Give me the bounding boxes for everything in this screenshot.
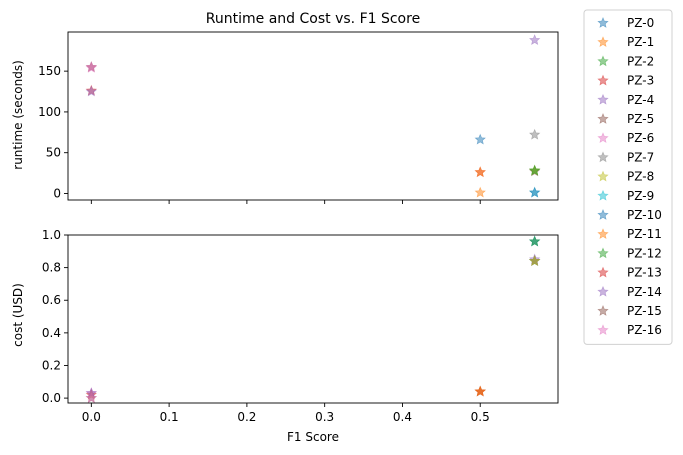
legend-label-pz-0: PZ-0 [627,16,654,30]
cost-point-pz-8 [528,255,541,266]
cost-axis-label: cost (USD) [11,283,25,347]
legend-label-pz-6: PZ-6 [627,131,654,145]
legend-label-pz-5: PZ-5 [627,112,654,126]
legend-marker-pz-3 [597,74,609,86]
legend-marker-pz-14 [597,285,609,297]
legend-label-pz-2: PZ-2 [627,54,654,68]
runtime-axes-frame [67,31,559,201]
runtime-y-tick-label: 50 [46,146,61,160]
legend-label-pz-11: PZ-11 [627,227,662,241]
legend-label-pz-1: PZ-1 [627,35,654,49]
legend-marker-pz-8 [597,170,609,182]
runtime-point-pz-0 [474,133,486,145]
legend-frame [583,9,673,345]
runtime-scatter-panel: 0 50 100 150 [38,31,559,204]
cost-axes-frame [67,234,559,404]
legend: PZ-0 PZ-1 PZ-2 PZ-3 PZ-4 PZ-5 PZ-6 PZ-7 PZ-8 PZ-9… [583,9,673,345]
runtime-y-tick-label: 0 [53,186,61,200]
legend-marker-pz-15 [597,305,609,316]
legend-label-pz-10: PZ-10 [627,208,662,222]
cost-x-tick-label: 0.3 [315,410,334,424]
legend-marker-pz-11 [597,228,609,240]
cost-x-tick-label: 0.5 [471,410,490,424]
cost-x-tick-label: 0.4 [393,410,412,424]
legend-label-pz-8: PZ-8 [627,170,654,184]
legend-label-pz-15: PZ-15 [627,304,662,318]
legend-marker-pz-4 [597,93,609,105]
runtime-point-pz-14 [85,85,98,97]
legend-label-pz-7: PZ-7 [627,150,654,164]
cost-y-tick-label: 0.0 [42,391,61,405]
runtime-y-tick-label: 150 [38,64,61,78]
cost-y-tick-label: 1.0 [42,228,61,242]
legend-marker-pz-13 [597,266,609,278]
legend-marker-pz-0 [597,17,609,28]
runtime-point-pz-12 [528,164,541,176]
cost-point-pz-12 [528,235,541,247]
legend-label-pz-3: PZ-3 [627,74,654,88]
cost-point-pz-16 [85,392,98,403]
cost-x-tick-label: 0.0 [82,410,101,424]
runtime-point-pz-16 [85,61,98,72]
legend-label-pz-4: PZ-4 [627,93,654,107]
chart-title: Runtime and Cost vs. F1 Score [206,11,420,27]
legend-marker-pz-12 [597,247,609,259]
runtime-y-tick-label: 100 [38,105,61,119]
legend-label-pz-9: PZ-9 [627,189,654,203]
cost-y-tick-label: 0.8 [42,261,61,275]
legend-label-pz-12: PZ-12 [627,246,662,260]
cost-x-tick-label: 0.1 [160,410,179,424]
cost-y-tick-label: 0.4 [42,326,61,340]
legend-marker-pz-5 [597,113,609,124]
cost-y-tick-label: 0.2 [42,358,61,372]
runtime-point-pz-1 [474,186,486,198]
legend-marker-pz-9 [597,189,609,201]
legend-label-pz-14: PZ-14 [627,285,662,299]
legend-label-pz-16: PZ-16 [627,323,662,337]
legend-marker-pz-7 [597,151,609,163]
cost-x-tick-label: 0.2 [237,410,256,424]
runtime-point-pz-7 [528,128,541,140]
runtime-point-pz-4 [528,34,541,45]
legend-marker-pz-6 [597,132,609,144]
cost-y-tick-label: 0.6 [42,293,61,307]
runtime-point-pz-10 [528,186,541,198]
cost-scatter-panel: 0.0 0.1 0.2 0.3 0.4 0.5 0.0 0.2 0.4 0.6 0.8 1.0 [42,228,559,424]
legend-marker-pz-16 [597,324,609,336]
legend-label-pz-13: PZ-13 [627,266,662,280]
cost-point-pz-11 [474,385,486,397]
legend-marker-pz-1 [597,36,609,48]
legend-marker-pz-10 [597,209,609,220]
legend-marker-pz-2 [597,55,609,67]
f1-score-axis-label: F1 Score [287,430,339,444]
runtime-axis-label: runtime (seconds) [11,60,25,169]
runtime-point-pz-11 [474,166,486,178]
